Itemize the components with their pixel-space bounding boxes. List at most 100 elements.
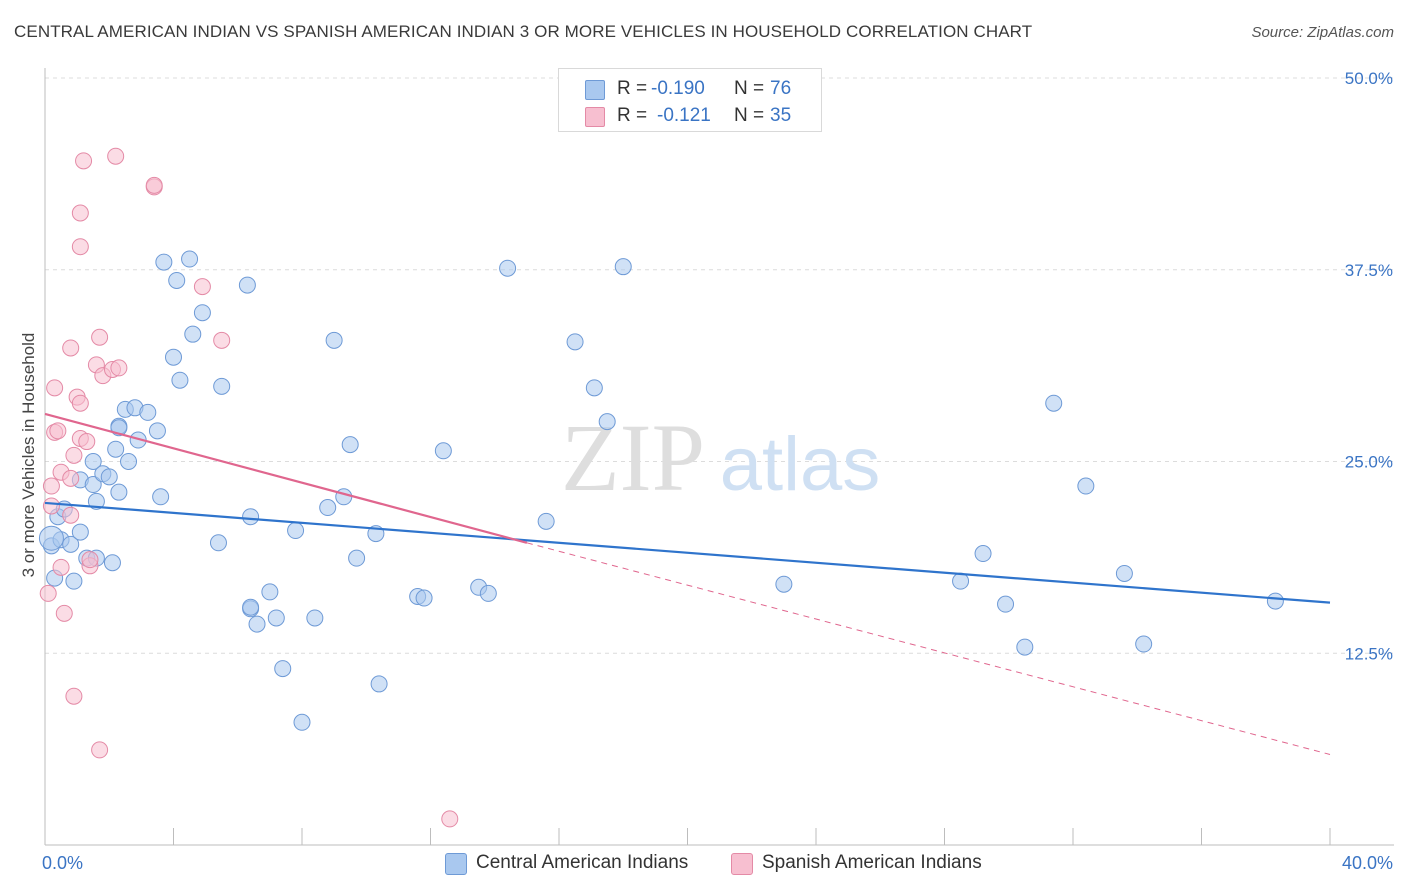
spanish-point (193, 278, 211, 296)
n-value: 35 (770, 105, 792, 126)
r-value: -0.121 (657, 105, 711, 126)
spanish-point (91, 741, 109, 759)
central-point (171, 371, 189, 389)
central-point (335, 488, 353, 506)
n-label: N = (734, 105, 765, 126)
central-point (165, 348, 182, 366)
spanish-swatch (585, 107, 605, 127)
central-point (415, 589, 433, 607)
central-point (139, 403, 157, 421)
spanish-point (39, 584, 57, 602)
central-point (479, 584, 497, 602)
central-point (213, 377, 231, 395)
x-tick-label: 0.0% (42, 853, 83, 873)
central-point (120, 453, 138, 470)
central-point (148, 422, 166, 440)
axes (44, 68, 1394, 846)
spanish-point (81, 551, 99, 569)
spanish-point (65, 687, 83, 705)
spanish-point (71, 204, 89, 222)
data-points (38, 147, 1284, 828)
central-point (110, 483, 128, 501)
central-point (62, 535, 80, 553)
central-point (319, 499, 337, 517)
r-label: R = (617, 78, 648, 99)
r-label: R = (617, 105, 648, 126)
central-point (107, 440, 125, 458)
central-point (325, 331, 343, 349)
central-point (1016, 638, 1034, 656)
central-point (103, 554, 121, 572)
central-point (274, 660, 292, 678)
x-tick-label: 40.0% (1342, 853, 1393, 873)
spanish-point (62, 506, 80, 524)
central-point (152, 488, 170, 506)
y-tick-label: 12.5% (1345, 644, 1393, 663)
central-point (974, 545, 992, 563)
central-point (184, 325, 202, 343)
central-point (267, 609, 285, 627)
spanish-point (42, 497, 60, 515)
central-point (306, 609, 324, 627)
central-point (293, 713, 311, 731)
central-point (261, 583, 279, 601)
spanish-trend-line (44, 412, 528, 544)
spanish-point (213, 331, 231, 349)
watermark: ZIP atlas (561, 404, 880, 511)
spanish-point (42, 477, 60, 495)
spanish-point (55, 604, 73, 622)
central-point (952, 572, 970, 590)
spanish-point (145, 176, 163, 194)
central-point (997, 595, 1015, 613)
central-trend-line (44, 501, 1331, 604)
central-point (614, 258, 632, 276)
spanish-point (441, 810, 459, 828)
central-legend-label: Central American Indians (476, 852, 689, 873)
trend-lines (44, 412, 1331, 755)
central-swatch (585, 80, 605, 100)
legend-row-central: R = -0.190 N = 76 (559, 77, 821, 101)
central-point (1045, 394, 1063, 412)
central-point (193, 304, 211, 322)
spanish-trend-extension (526, 542, 1331, 755)
central-point (1266, 592, 1284, 610)
central-point (341, 436, 359, 454)
central-point (499, 259, 517, 277)
central-point (1115, 564, 1133, 582)
central-point (348, 549, 366, 567)
spanish-point (71, 394, 89, 412)
central-point (434, 442, 452, 460)
spanish-point (78, 433, 96, 451)
spanish-point (62, 469, 80, 487)
spanish-point (75, 152, 93, 170)
y-axis-label: 3 or more Vehicles in Household (19, 333, 38, 578)
central-point (155, 253, 173, 271)
central-point (38, 525, 64, 551)
y-tick-label: 37.5% (1345, 261, 1393, 280)
legend-row-spanish: R = -0.121 N = 35 (559, 104, 821, 128)
source-label: Source: ZipAtlas.com (1251, 24, 1394, 41)
central-point (1135, 635, 1153, 653)
central-point (537, 512, 555, 530)
tick-labels: 12.5% 25.0% 37.5% 50.0% 0.0% 40.0% (42, 69, 1393, 873)
y-tick-label: 50.0% (1345, 69, 1393, 88)
spanish-point (46, 379, 64, 397)
chart-title: CENTRAL AMERICAN INDIAN VS SPANISH AMERI… (14, 22, 1033, 41)
spanish-legend-label: Spanish American Indians (762, 852, 982, 873)
central-point (370, 675, 388, 693)
spanish-point (65, 446, 83, 464)
spanish-point (107, 147, 125, 165)
central-point (168, 271, 186, 289)
r-value: -0.190 (651, 78, 705, 99)
central-point (242, 508, 260, 526)
watermark-atlas: atlas (720, 422, 881, 507)
central-point (87, 492, 105, 510)
central-point (84, 476, 102, 494)
spanish-point (91, 328, 109, 346)
central-point (598, 413, 616, 431)
central-point (585, 379, 603, 397)
central-legend-swatch (445, 853, 467, 875)
central-point (566, 333, 584, 351)
central-point (100, 468, 118, 486)
